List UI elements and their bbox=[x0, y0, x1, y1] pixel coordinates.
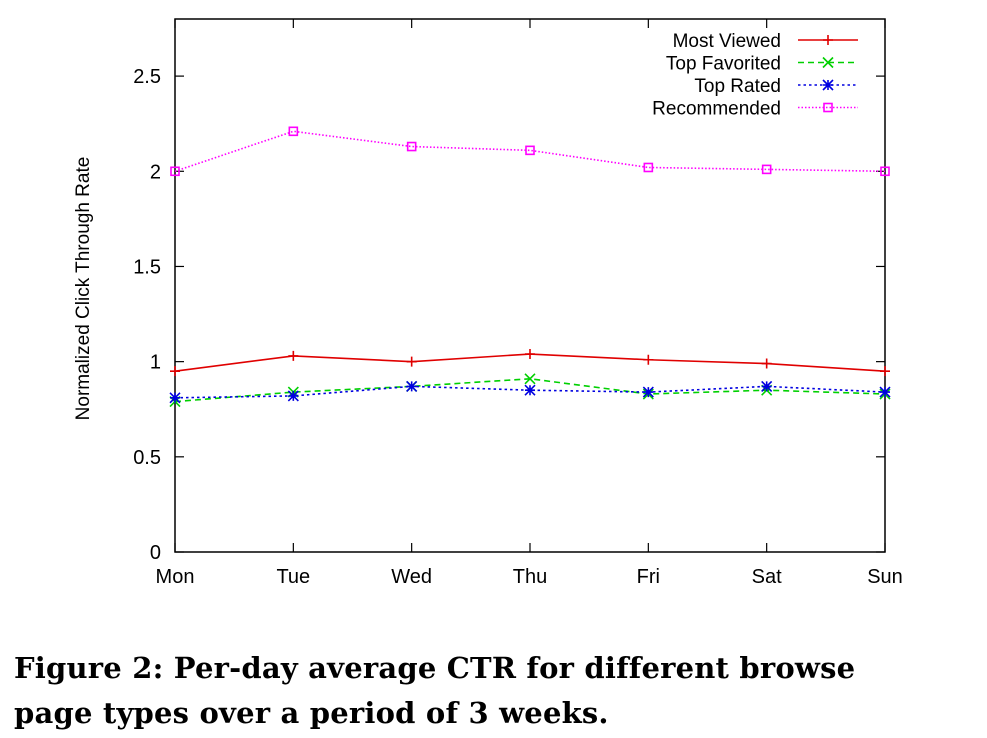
y-axis-title: Normalized Click Through Rate bbox=[73, 157, 94, 421]
data-point bbox=[524, 384, 536, 396]
x-tick-label: Thu bbox=[513, 566, 547, 588]
data-point bbox=[880, 166, 890, 177]
data-point bbox=[406, 141, 417, 152]
y-tick-label: 2.5 bbox=[133, 66, 161, 88]
caption-line-2: page types over a period of 3 weeks. bbox=[14, 696, 609, 730]
data-point bbox=[288, 126, 299, 137]
data-point bbox=[879, 386, 891, 398]
y-tick-label: 1 bbox=[150, 352, 161, 374]
legend-marker bbox=[823, 102, 833, 113]
data-point bbox=[406, 356, 417, 367]
legend-label: Recommended bbox=[652, 99, 781, 120]
legend-marker bbox=[822, 56, 834, 69]
y-tick-label: 1.5 bbox=[133, 256, 161, 278]
legend-label: Top Favorited bbox=[666, 54, 781, 75]
data-point bbox=[880, 366, 890, 377]
data-point bbox=[643, 354, 654, 365]
data-point bbox=[761, 380, 773, 392]
data-point bbox=[524, 373, 536, 385]
figure-caption: Figure 2: Per-day average CTR for differ… bbox=[14, 646, 979, 736]
data-point bbox=[287, 390, 299, 402]
y-tick-label: 0 bbox=[150, 542, 161, 564]
x-tick-label: Tue bbox=[276, 566, 310, 588]
x-tick-label: Sun bbox=[867, 566, 903, 588]
data-point bbox=[288, 350, 299, 361]
ctr-line-chart: 0 0.5 1 1.5 2 2.5 Mon Tue Wed Thu Fri Sat Sun Normali… bbox=[73, 18, 903, 588]
data-point bbox=[169, 392, 181, 404]
caption-line-1: Figure 2: Per-day average CTR for differ… bbox=[14, 651, 856, 685]
data-point bbox=[406, 380, 418, 392]
x-tick-label: Fri bbox=[637, 566, 660, 588]
x-tick-label: Sat bbox=[752, 566, 782, 588]
series-line-recommended bbox=[174, 130, 886, 173]
x-tick-label: Mon bbox=[156, 566, 195, 588]
data-point bbox=[170, 366, 180, 377]
data-point bbox=[761, 164, 772, 175]
legend-label: Most Viewed bbox=[673, 31, 781, 52]
legend-marker bbox=[823, 35, 833, 45]
data-point bbox=[525, 349, 535, 360]
legend-marker bbox=[822, 79, 834, 91]
data-point bbox=[170, 166, 180, 177]
x-tick-label: Wed bbox=[391, 566, 432, 588]
y-tick-label: 0.5 bbox=[133, 447, 161, 469]
data-point bbox=[761, 358, 772, 369]
data-point bbox=[643, 162, 654, 173]
y-tick-label: 2 bbox=[150, 161, 161, 183]
legend-label: Top Rated bbox=[694, 76, 781, 97]
data-point bbox=[642, 386, 654, 398]
data-point bbox=[525, 145, 535, 156]
